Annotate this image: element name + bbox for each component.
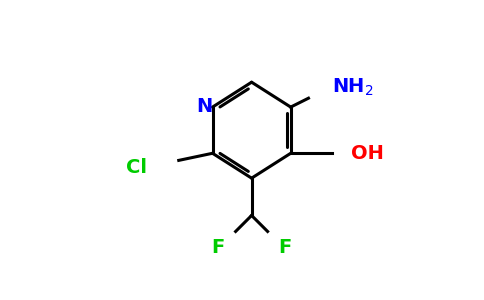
Text: Cl: Cl (126, 158, 147, 177)
Text: F: F (279, 238, 292, 257)
Text: OH: OH (351, 144, 384, 163)
Text: N: N (197, 97, 213, 116)
Text: NH$_2$: NH$_2$ (332, 77, 373, 98)
Text: F: F (211, 238, 225, 257)
